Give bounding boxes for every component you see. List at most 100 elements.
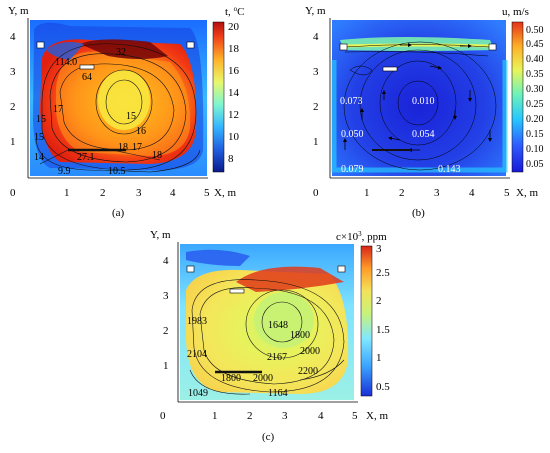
label-2: 114.0 [55, 57, 77, 68]
caption-a: (a) [112, 207, 125, 219]
label-3: 64 [82, 72, 92, 83]
inlet-box [36, 41, 45, 49]
annotations: 0.073 0.010 0.050 0.054 0.079 0.143 [340, 96, 461, 175]
cb-tick: 0.35 [526, 69, 544, 80]
x-tick: 1 [212, 410, 218, 422]
y-tick: 2 [10, 101, 16, 113]
y-tick: 3 [313, 66, 319, 78]
label-6: 0.143 [438, 164, 461, 175]
y-axis-label: Y, m [305, 5, 326, 17]
label-2: 0.010 [412, 96, 435, 107]
x-tick: 2 [100, 187, 106, 199]
y-ticks: 4 3 2 1 [163, 255, 169, 372]
cb-tick: 1 [376, 352, 382, 364]
colorbar [511, 21, 524, 173]
x-tick: 4 [318, 410, 324, 422]
label-9: 2000 [253, 373, 273, 384]
y-tick: 1 [313, 136, 319, 148]
lamp [229, 288, 245, 294]
outlet-box [186, 41, 195, 49]
cb-tick: 3 [376, 243, 382, 255]
isolines [189, 279, 345, 395]
y-axis-label: Y, m [150, 229, 171, 241]
origin-tick: 0 [160, 410, 166, 422]
plume [80, 39, 168, 59]
outlet-box [337, 265, 346, 273]
label-6: 2167 [267, 352, 287, 363]
annotations: 1983 1648 1800 2000 2104 2167 2200 1800 … [187, 316, 320, 399]
x-axis-label: X, m [516, 187, 538, 199]
panel-c: Y, m 1983 1648 1800 2000 2104 2167 2200 [150, 229, 390, 443]
y-tick: 4 [163, 255, 169, 267]
x-ticks: 0 1 2 3 4 5 [313, 187, 510, 199]
cb-tick: 0.30 [526, 84, 544, 95]
lamp [79, 64, 95, 70]
colorbar [360, 245, 373, 397]
label-3: 1800 [290, 330, 310, 341]
inflow-jet [186, 249, 250, 266]
label-5: 16 [136, 126, 146, 137]
origin-tick: 0 [10, 187, 16, 199]
label-9: 27.1 [77, 152, 95, 163]
inlet-box [186, 265, 195, 273]
cb-tick: 2 [376, 295, 382, 307]
origin-tick: 0 [313, 187, 319, 199]
colorbar-title: c×103, ppm [336, 230, 387, 243]
x-tick: 5 [352, 410, 358, 422]
y-tick: 4 [10, 31, 16, 43]
label-4: 15 [126, 111, 136, 122]
caption-c: (c) [262, 431, 275, 443]
label-7: 18 [118, 142, 128, 153]
caption-b: (b) [412, 207, 425, 219]
centre-zone [254, 292, 314, 348]
inflow-jet [46, 42, 84, 60]
cb-tick: 0.45 [526, 39, 544, 50]
y-ticks: 4 3 2 1 [10, 31, 16, 148]
label-15: 15 [36, 114, 46, 125]
cb-tick: 2.5 [376, 267, 390, 279]
x-tick: 2 [399, 187, 405, 199]
cb-tick: 0.25 [526, 99, 544, 110]
annotations: 32 114.0 64 15 16 17 18 17 27.1 18 15 14… [34, 47, 162, 177]
label-6: 17 [53, 104, 63, 115]
colorbar-ticks: 3 2.5 2 1.5 1 0.5 [376, 243, 390, 393]
outlet-box [488, 43, 497, 51]
cb-tick: 14 [228, 87, 240, 99]
y-tick: 3 [10, 66, 16, 78]
cb-tick: 0.5 [376, 381, 390, 393]
inlet-box [339, 43, 348, 51]
colorbar-ticks: 20 18 16 14 12 10 8 [228, 21, 240, 165]
x-tick: 2 [247, 410, 253, 422]
x-tick: 1 [64, 187, 70, 199]
label-1: 32 [116, 47, 126, 58]
colorbar-ticks: 0.50 0.45 0.40 0.35 0.30 0.25 0.20 0.15 … [526, 25, 544, 170]
label-8: 17 [132, 142, 142, 153]
label-8: 1800 [221, 373, 241, 384]
panel-b: Y, m [305, 5, 544, 219]
cb-tick: 0.05 [526, 159, 544, 170]
cb-tick: 0.50 [526, 25, 544, 36]
x-tick: 1 [364, 187, 370, 199]
x-axis-label: X, m [366, 410, 388, 422]
cb-tick: 1.5 [376, 324, 390, 336]
x-axis-label: X, m [214, 187, 236, 199]
label-1: 0.073 [340, 96, 363, 107]
hot-centre [98, 70, 150, 130]
cb-tick: 0.20 [526, 114, 544, 125]
x-tick: 3 [136, 187, 142, 199]
colorbar-title: u, m/s [502, 6, 529, 18]
cb-tick: 0.10 [526, 144, 544, 155]
label-11: 15 [34, 132, 44, 143]
cb-tick: 0.40 [526, 54, 544, 65]
cb-tick: 8 [228, 153, 234, 165]
x-tick: 5 [204, 187, 210, 199]
x-tick: 5 [504, 187, 510, 199]
plume [236, 266, 344, 292]
label-5: 0.079 [341, 164, 364, 175]
label-11: 1164 [268, 388, 288, 399]
label-12: 14 [34, 152, 44, 163]
panel-a: Y, m 32 114.0 64 15 [8, 5, 244, 219]
label-10: 18 [152, 150, 162, 161]
label-7: 2200 [298, 366, 318, 377]
